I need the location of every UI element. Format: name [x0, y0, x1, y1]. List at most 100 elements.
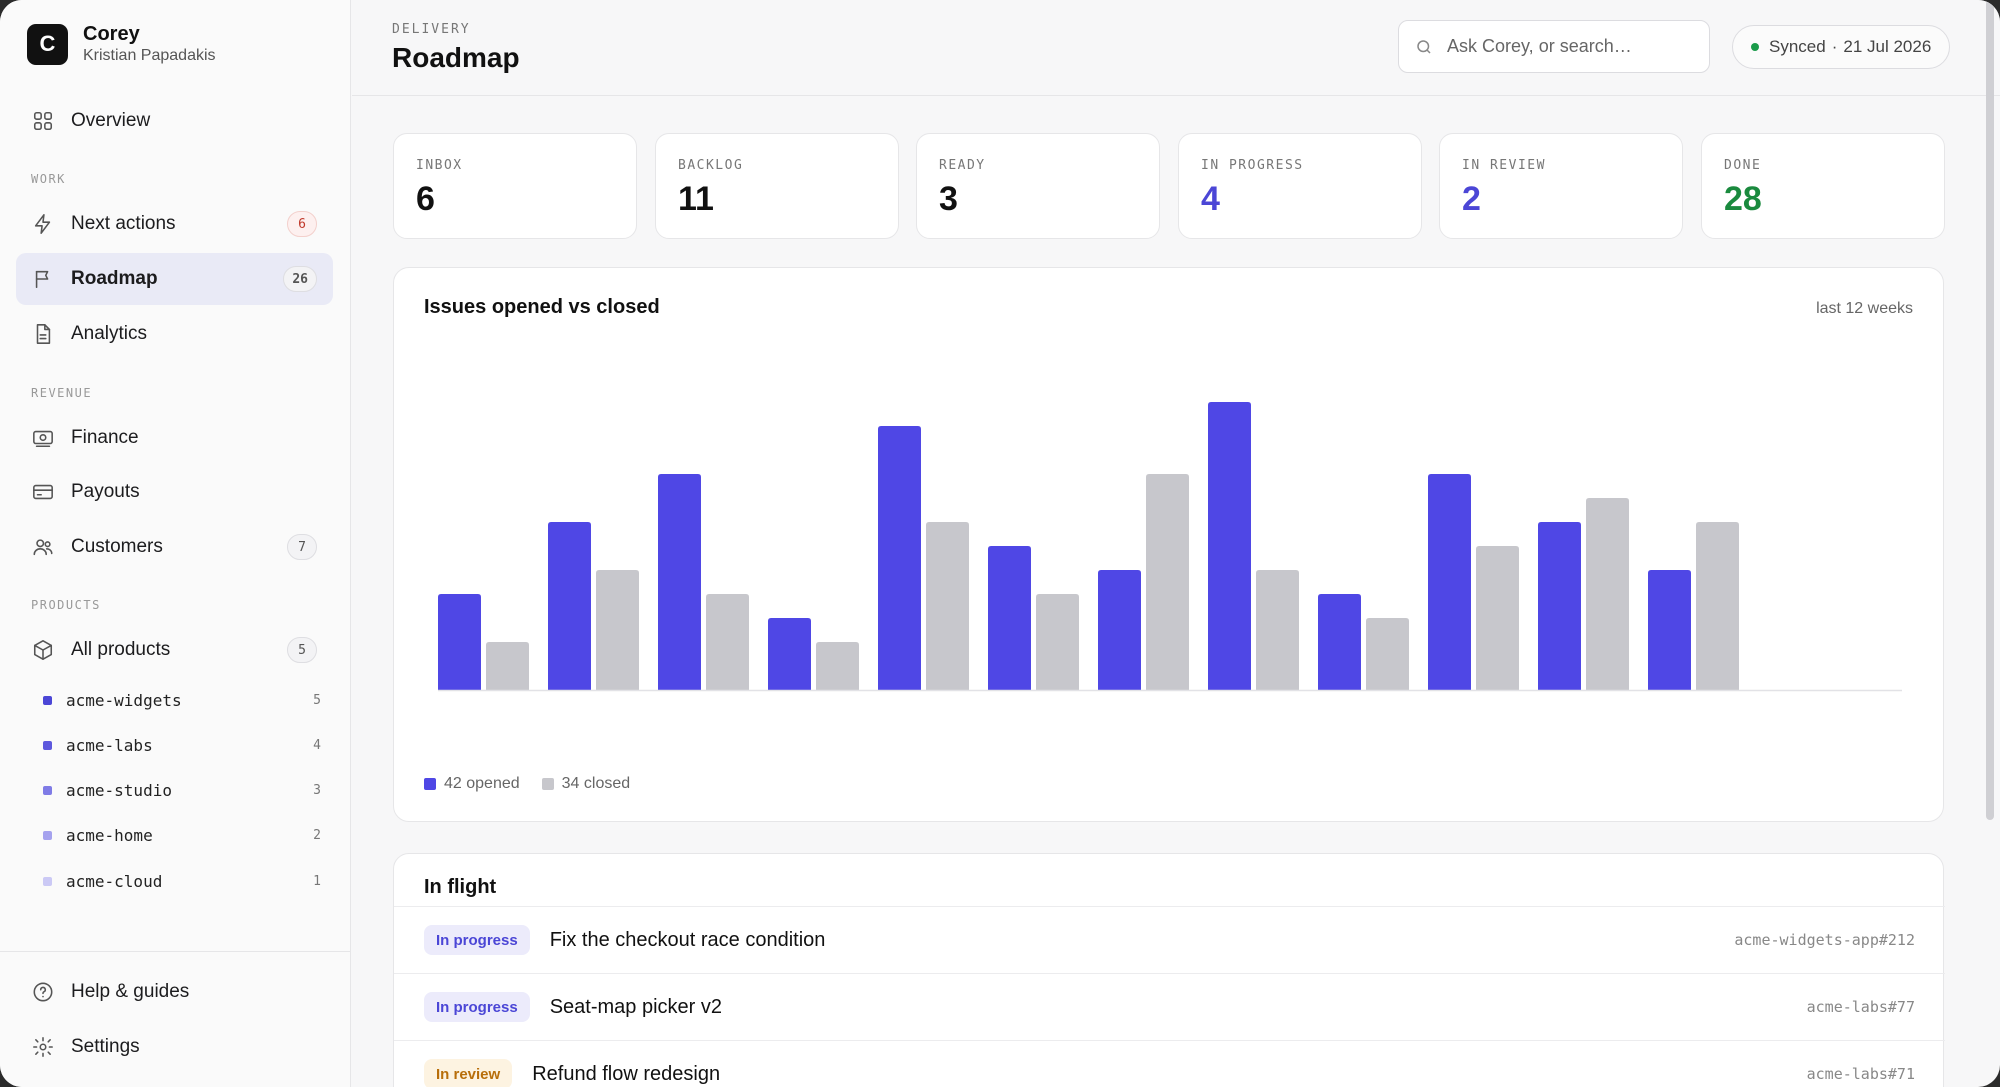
sidebar-item-next-actions[interactable]: Next actions 6	[16, 198, 333, 250]
gear-icon	[31, 1035, 55, 1059]
sidebar-item-settings[interactable]: Settings	[16, 1021, 333, 1073]
issue-ref[interactable]: acme-widgets-app#212	[1734, 931, 1915, 949]
brand[interactable]: C Corey Kristian Papadakis	[27, 22, 216, 66]
stat-value: 2	[1462, 180, 1481, 218]
chart-title: Issues opened vs closed	[424, 296, 660, 318]
product-item-acme-labs[interactable]: acme-labs 4	[43, 730, 321, 760]
sidebar-divider	[0, 951, 351, 952]
product-item-acme-cloud[interactable]: acme-cloud 1	[43, 866, 321, 896]
bar-opened-w12[interactable]	[1648, 570, 1691, 690]
bar-opened-w1[interactable]	[438, 594, 481, 690]
sidebar-item-help[interactable]: Help & guides	[16, 966, 333, 1018]
stat-value: 3	[939, 180, 958, 218]
legend-label: 42 opened	[444, 775, 520, 792]
bar-opened-w4[interactable]	[768, 618, 811, 690]
issue-ref[interactable]: acme-labs#77	[1806, 998, 1915, 1016]
count-badge: 7	[287, 534, 317, 560]
scrollbar[interactable]	[1986, 0, 1994, 820]
box-icon	[31, 638, 55, 662]
product-name: acme-widgets	[66, 690, 182, 710]
help-circle-icon	[31, 980, 55, 1004]
lightning-icon	[31, 212, 55, 236]
sync-status[interactable]: Synced · 21 Jul 2026	[1732, 25, 1951, 69]
bar-opened-w6[interactable]	[988, 546, 1031, 690]
product-item-acme-home[interactable]: acme-home 2	[43, 820, 321, 850]
stat-label: IN REVIEW	[1462, 158, 1546, 173]
bar-opened-w11[interactable]	[1538, 522, 1581, 690]
product-item-acme-studio[interactable]: acme-studio 3	[43, 775, 321, 805]
product-count: 5	[313, 692, 321, 708]
brand-logo: C	[27, 23, 68, 65]
sidebar-item-all-products[interactable]: All products 5	[16, 624, 333, 676]
sync-status-label: Synced	[1769, 37, 1826, 56]
search-box[interactable]	[1398, 20, 1710, 73]
task-title: Refund flow redesign	[532, 1062, 721, 1085]
breadcrumb: DELIVERY	[392, 22, 471, 37]
sidebar-item-overview[interactable]: Overview	[16, 95, 333, 147]
stat-label: IN PROGRESS	[1201, 158, 1304, 173]
product-color-dot	[43, 695, 52, 705]
users-icon	[31, 535, 55, 559]
chart-range[interactable]: last 12 weeks	[1816, 300, 1913, 317]
stat-card-backlog[interactable]: BACKLOG 11	[655, 133, 899, 239]
bar-closed-w9[interactable]	[1366, 618, 1409, 690]
bar-opened-w8[interactable]	[1208, 402, 1251, 690]
sidebar: C Corey Kristian Papadakis Overview WORK…	[0, 0, 351, 1087]
stat-card-inbox[interactable]: INBOX 6	[393, 133, 637, 239]
sidebar-item-label: Settings	[71, 1036, 140, 1057]
bar-opened-w5[interactable]	[878, 426, 921, 690]
bar-closed-w8[interactable]	[1256, 570, 1299, 690]
bar-closed-w6[interactable]	[1036, 594, 1079, 690]
table-row[interactable]: In review Refund flow redesign acme-labs…	[394, 1040, 1945, 1087]
page-header: DELIVERY Roadmap Synced · 21 Jul 2026	[352, 0, 2000, 96]
sidebar-item-customers[interactable]: Customers 7	[16, 521, 333, 573]
status-badge: In review	[424, 1059, 513, 1087]
bar-closed-w5[interactable]	[926, 522, 969, 690]
sync-date: 21 Jul 2026	[1843, 37, 1932, 56]
product-color-dot	[43, 785, 52, 795]
sidebar-item-payouts[interactable]: Payouts	[16, 466, 333, 518]
sidebar-item-label: Analytics	[71, 323, 148, 344]
table-row[interactable]: In progress Fix the checkout race condit…	[394, 906, 1945, 973]
bar-opened-w10[interactable]	[1428, 474, 1471, 690]
bar-closed-w4[interactable]	[816, 642, 859, 690]
bar-closed-w7[interactable]	[1146, 474, 1189, 690]
search-input[interactable]	[1447, 36, 1707, 57]
bar-opened-w3[interactable]	[658, 474, 701, 690]
stat-card-in-progress[interactable]: IN PROGRESS 4	[1178, 133, 1422, 239]
legend-swatch	[541, 778, 554, 790]
bar-closed-w10[interactable]	[1476, 546, 1519, 690]
section-title: In flight	[424, 876, 497, 898]
credit-card-icon	[31, 480, 55, 504]
bar-closed-w1[interactable]	[486, 642, 529, 690]
bar-closed-w12[interactable]	[1696, 522, 1739, 690]
page-title: Roadmap	[392, 42, 520, 73]
bar-opened-w2[interactable]	[548, 522, 591, 690]
sidebar-item-roadmap[interactable]: Roadmap 26	[16, 253, 333, 305]
section-label-revenue: REVENUE	[31, 386, 93, 400]
product-item-acme-widgets[interactable]: acme-widgets 5	[43, 685, 321, 715]
stat-label: READY	[939, 158, 986, 173]
issue-ref[interactable]: acme-labs#71	[1806, 1065, 1915, 1083]
product-count: 4	[313, 737, 321, 753]
section-label-products: PRODUCTS	[31, 598, 101, 612]
status-badge: In progress	[424, 992, 530, 1022]
sidebar-item-finance[interactable]: Finance	[16, 412, 333, 464]
bar-closed-w3[interactable]	[706, 594, 749, 690]
bar-opened-w7[interactable]	[1098, 570, 1141, 690]
legend-item-closed: 34 closed	[541, 775, 630, 793]
bar-closed-w11[interactable]	[1586, 498, 1629, 690]
legend-item-opened: 42 opened	[424, 775, 520, 793]
sidebar-item-analytics[interactable]: Analytics	[16, 308, 333, 360]
bar-closed-w2[interactable]	[596, 570, 639, 690]
sidebar-item-label: Overview	[71, 110, 151, 131]
stat-card-in-review[interactable]: IN REVIEW 2	[1439, 133, 1683, 239]
stat-card-ready[interactable]: READY 3	[916, 133, 1160, 239]
table-row[interactable]: In progress Seat-map picker v2 acme-labs…	[394, 973, 1945, 1040]
bar-opened-w9[interactable]	[1318, 594, 1361, 690]
product-count: 2	[313, 827, 321, 843]
sidebar-item-label: All products	[71, 639, 171, 660]
count-badge: 26	[283, 266, 317, 292]
stat-card-done[interactable]: DONE 28	[1701, 133, 1945, 239]
